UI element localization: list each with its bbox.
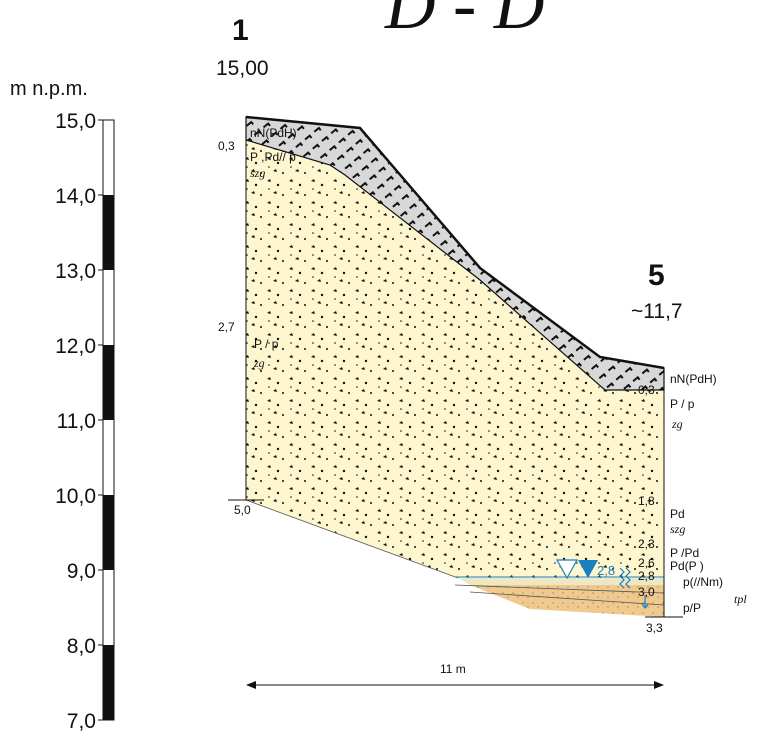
borehole-5-soil-4: szg (670, 522, 685, 536)
borehole-5-depth-4: 2,8 (638, 569, 655, 583)
borehole-5-depth-3: 2,6 (638, 556, 655, 570)
borehole-5-soil-1: P / p (670, 397, 695, 411)
borehole-5-depth-0: 0,3 (638, 383, 655, 397)
borehole-5-soil-5: P /Pd (670, 546, 699, 560)
borehole-1-depth-1: 2,7 (218, 320, 235, 334)
borehole-1-soil-0: nN(PdH) (250, 126, 297, 140)
elevation-scale-bar (102, 119, 115, 721)
layer-boundary-lower (245, 499, 665, 606)
scale-ticks (98, 119, 103, 721)
tick-label-7: 7,0 (67, 710, 96, 733)
distance-label: 11 m (440, 662, 466, 676)
tick-label-15: 15,0 (55, 110, 96, 133)
water-level-stabilized-icon (578, 560, 598, 578)
borehole-1-soil-3: P / p (254, 337, 279, 351)
borehole-5-soil-0: nN(PdH) (670, 372, 717, 386)
borehole-5-soil-9: p/P (683, 601, 701, 615)
borehole-5-depth-1: 1,8 (638, 494, 655, 508)
borehole-1-soil-2: szg (250, 166, 265, 180)
borehole-5-soil-3: Pd (670, 507, 685, 521)
layer-mixed (458, 578, 664, 585)
borehole-5-depth-6: 3,3 (646, 621, 663, 635)
borehole-1-soil-1: P ,Pd// p (250, 150, 296, 164)
tick-label-10: 10,0 (55, 485, 96, 508)
borehole-5-soil-7: p(//Nm) (683, 575, 723, 589)
borehole-5-depth-2: 2,3 (638, 537, 655, 551)
tick-label-14: 14,0 (55, 185, 96, 208)
borehole-1-depth-0: 0,3 (218, 139, 235, 153)
tick-label-12: 12,0 (55, 335, 96, 358)
borehole-5-soil-6: Pd(P ) (670, 559, 704, 573)
water-level-value: 2,8 (597, 563, 615, 578)
borehole-5-soil-8: tpl (734, 592, 747, 606)
layer-clay (470, 585, 664, 617)
layer-sand (246, 140, 664, 578)
borehole-5-elevation: ~11,7 (631, 300, 683, 323)
water-level-measured-icon (555, 559, 579, 580)
borehole-1-depth-2: 5,0 (234, 503, 251, 517)
borehole-5-depth-5: 3,0 (638, 585, 655, 599)
borehole-1-soil-4: zg (253, 356, 265, 370)
section-title: D - D' (384, 0, 560, 44)
borehole-5-number: 5 (648, 259, 665, 292)
distance-arrow (246, 681, 664, 689)
seepage-marks-icon (619, 567, 649, 609)
tick-label-13: 13,0 (55, 260, 96, 283)
ground-surface (245, 115, 665, 370)
tick-label-9: 9,0 (67, 560, 96, 583)
tick-label-8: 8,0 (67, 635, 96, 658)
axis-label: m n.p.m. (10, 78, 88, 100)
borehole-1-number: 1 (232, 14, 249, 47)
borehole-1-elevation: 15,00 (216, 57, 269, 80)
tick-label-11: 11,0 (57, 410, 96, 433)
borehole-5-soil-2: zg (671, 417, 683, 431)
